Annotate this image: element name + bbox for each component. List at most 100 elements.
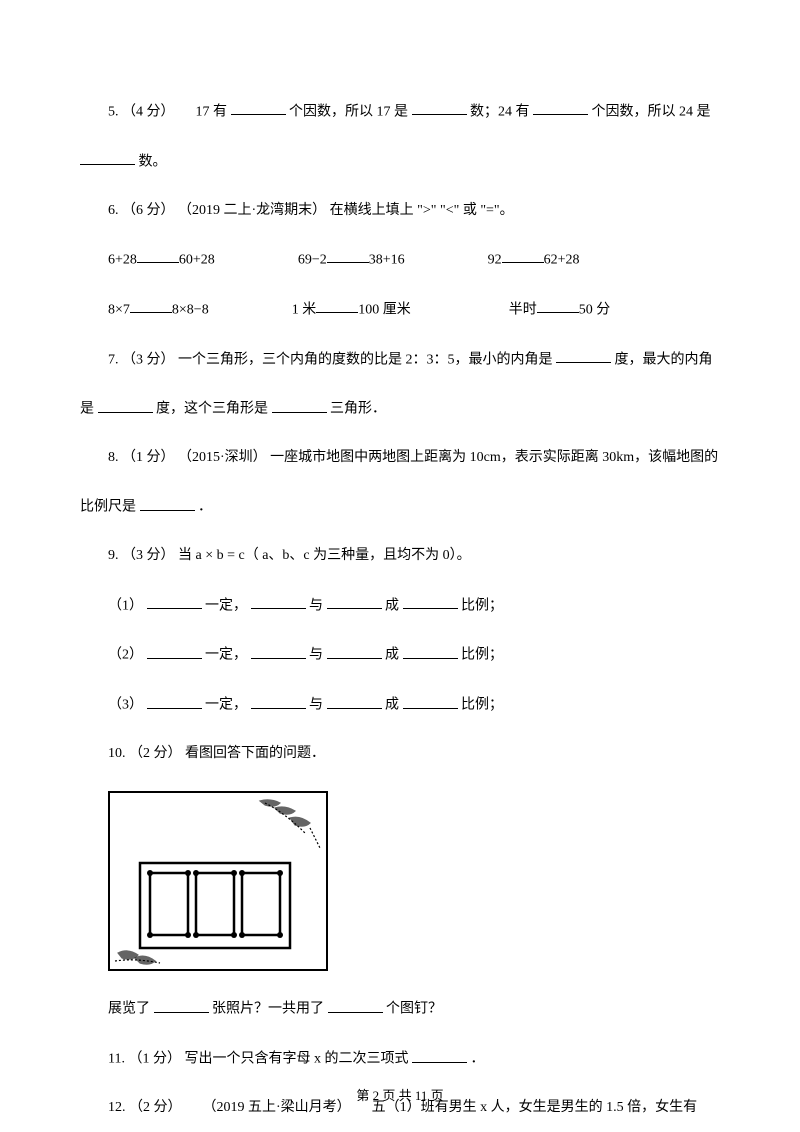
blank[interactable] <box>533 100 588 115</box>
sub-num: （3） <box>108 698 143 713</box>
q6-num: 6. <box>108 203 122 218</box>
blank[interactable] <box>327 594 382 609</box>
photo-frame <box>108 791 328 971</box>
blank[interactable] <box>130 298 172 313</box>
sub-num: （1） <box>108 598 143 613</box>
compare-right: 62+28 <box>544 252 580 267</box>
blank[interactable] <box>412 100 467 115</box>
sub-t: 与 <box>309 648 323 663</box>
page-number: 第 2 页 共 11 页 <box>356 1088 443 1103</box>
q6-row2: 8×7 8×8−8 1 米 100 厘米 半时50 分 <box>80 298 720 322</box>
sub-num: （2） <box>108 648 143 663</box>
compare-right: 60+28 <box>179 252 215 267</box>
q7-t3: 是 <box>80 402 94 417</box>
q10-f2: 张照片？一共用了 <box>212 1002 324 1017</box>
q6-row1: 6+28 60+28 69−238+16 9262+28 <box>80 248 720 272</box>
blank[interactable] <box>328 997 383 1012</box>
sub-t: 与 <box>309 598 323 613</box>
question-8: 8. （1 分） （2015·深圳） 一座城市地图中两地图上距离为 10cm，表… <box>80 447 720 469</box>
sub-t: 与 <box>309 698 323 713</box>
blank[interactable] <box>147 643 202 658</box>
page-footer: 第 2 页 共 11 页 <box>0 1086 800 1107</box>
blank[interactable] <box>403 643 458 658</box>
q5-t4: 个因数，所以 24 是 <box>592 104 711 119</box>
question-9: 9. （3 分） 当 a × b = c（ a、b、c 为三种量，且均不为 0）… <box>80 545 720 567</box>
blank[interactable] <box>137 248 179 263</box>
blank[interactable] <box>316 298 358 313</box>
compare-right: 38+16 <box>369 252 405 267</box>
spacer <box>178 104 192 119</box>
blank[interactable] <box>537 298 579 313</box>
question-5: 5. （4 分） 17 有 个因数，所以 17 是 数；24 有 个因数，所以 … <box>80 100 720 124</box>
compare-left: 6+28 <box>108 252 137 267</box>
compare-right: 8×8−8 <box>172 302 209 317</box>
compare-right: 100 厘米 <box>358 302 411 317</box>
q10-followup: 展览了 张照片？一共用了 个图钉？ <box>80 997 720 1021</box>
blank[interactable] <box>412 1047 467 1062</box>
q10-points: （2 分） <box>129 746 182 761</box>
blank[interactable] <box>251 594 306 609</box>
question-5-cont: 数。 <box>80 150 720 174</box>
compare-item: 8×7 8×8−8 <box>80 298 209 322</box>
sub-t: 比例； <box>461 698 503 713</box>
compare-left: 半时 <box>509 302 537 317</box>
q7-num: 7. <box>108 352 122 367</box>
q8-points: （1 分） <box>122 450 175 465</box>
q8-num: 8. <box>108 450 122 465</box>
q9-num: 9. <box>108 548 122 563</box>
compare-left: 8×7 <box>108 302 130 317</box>
blank[interactable] <box>272 397 327 412</box>
sub-t: 成 <box>385 598 399 613</box>
q9-t1: 当 a × b = c（ a、b、c 为三种量，且均不为 0）。 <box>178 548 471 563</box>
blank[interactable] <box>147 594 202 609</box>
q10-f3: 个图钉？ <box>386 1002 442 1017</box>
blank[interactable] <box>403 594 458 609</box>
q5-t3: 数；24 有 <box>470 104 530 119</box>
q7-t4: 度，这个三角形是 <box>156 402 268 417</box>
question-8-cont: 比例尺是 ． <box>80 495 720 519</box>
q10-f1: 展览了 <box>108 1002 150 1017</box>
q9-sub1: （1） 一定， 与 成 比例； <box>80 594 720 618</box>
q5-t1: 17 有 <box>196 104 228 119</box>
question-6: 6. （6 分） （2019 二上·龙湾期末） 在横线上填上 ">" "<" 或… <box>80 200 720 222</box>
q6-t1: 在横线上填上 ">" "<" 或 "="。 <box>330 203 514 218</box>
blank[interactable] <box>327 643 382 658</box>
question-7-cont: 是 度，这个三角形是 三角形． <box>80 397 720 421</box>
q5-t5: 数。 <box>139 154 167 169</box>
blank[interactable] <box>140 495 195 510</box>
blank[interactable] <box>327 248 369 263</box>
blank[interactable] <box>502 248 544 263</box>
q9-points: （3 分） <box>122 548 175 563</box>
q8-source: （2015·深圳） <box>178 450 267 465</box>
blank[interactable] <box>327 693 382 708</box>
blank[interactable] <box>147 693 202 708</box>
sub-t: 比例； <box>461 648 503 663</box>
q11-num: 11. <box>108 1052 128 1067</box>
q7-t2: 度，最大的内角 <box>615 352 713 367</box>
q10-num: 10. <box>108 746 129 761</box>
blank[interactable] <box>231 100 286 115</box>
q8-t1: 一座城市地图中两地图上距离为 10cm，表示实际距离 30km，该幅地图的 <box>270 450 718 465</box>
blank[interactable] <box>556 348 611 363</box>
compare-item: 半时50 分 <box>481 298 611 322</box>
blank[interactable] <box>98 397 153 412</box>
q7-t5: 三角形． <box>330 402 386 417</box>
blank[interactable] <box>80 150 135 165</box>
compare-item: 6+28 60+28 <box>80 248 215 272</box>
blank[interactable] <box>403 693 458 708</box>
compare-item: 9262+28 <box>460 248 580 272</box>
blank[interactable] <box>154 997 209 1012</box>
sub-t: 比例； <box>461 598 503 613</box>
q10-t1: 看图回答下面的问题． <box>185 746 325 761</box>
compare-item: 69−238+16 <box>270 248 405 272</box>
blank[interactable] <box>251 643 306 658</box>
q9-sub3: （3） 一定， 与 成 比例； <box>80 693 720 717</box>
q7-points: （3 分） <box>122 352 175 367</box>
photo-illustration-icon <box>110 793 326 969</box>
sub-t: 一定， <box>205 598 247 613</box>
blank[interactable] <box>251 693 306 708</box>
question-7: 7. （3 分） 一个三角形，三个内角的度数的比是 2：3：5，最小的内角是 度… <box>80 348 720 372</box>
q11-t1: 写出一个只含有字母 x 的二次三项式 <box>184 1052 408 1067</box>
q8-t2: 比例尺是 <box>80 500 136 515</box>
compare-left: 1 米 <box>292 302 317 317</box>
